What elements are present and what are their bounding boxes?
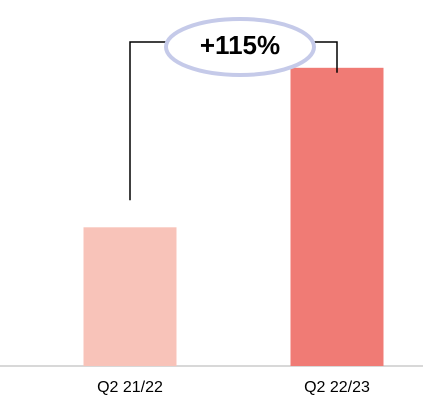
- bar: [290, 67, 384, 366]
- bar: [83, 227, 177, 366]
- x-tick-label: Q2 22/23: [304, 379, 370, 396]
- x-tick-label: Q2 21/22: [97, 379, 163, 396]
- annotation-ellipse: [164, 17, 316, 77]
- annotation: +115%: [200, 30, 280, 60]
- bracket-line: [129, 41, 166, 201]
- bracket-line: [314, 41, 338, 73]
